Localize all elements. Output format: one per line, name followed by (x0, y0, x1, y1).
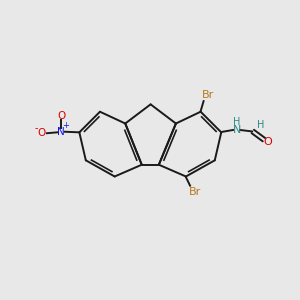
Text: O: O (264, 137, 272, 147)
Text: Br: Br (202, 90, 214, 100)
Text: N: N (57, 127, 65, 137)
Text: O: O (38, 128, 46, 138)
Text: O: O (57, 111, 65, 122)
Text: -: - (34, 123, 38, 133)
Text: +: + (63, 122, 70, 130)
Text: N: N (232, 125, 241, 135)
Text: Br: Br (189, 187, 202, 197)
Text: H: H (233, 117, 241, 127)
Text: H: H (257, 120, 265, 130)
